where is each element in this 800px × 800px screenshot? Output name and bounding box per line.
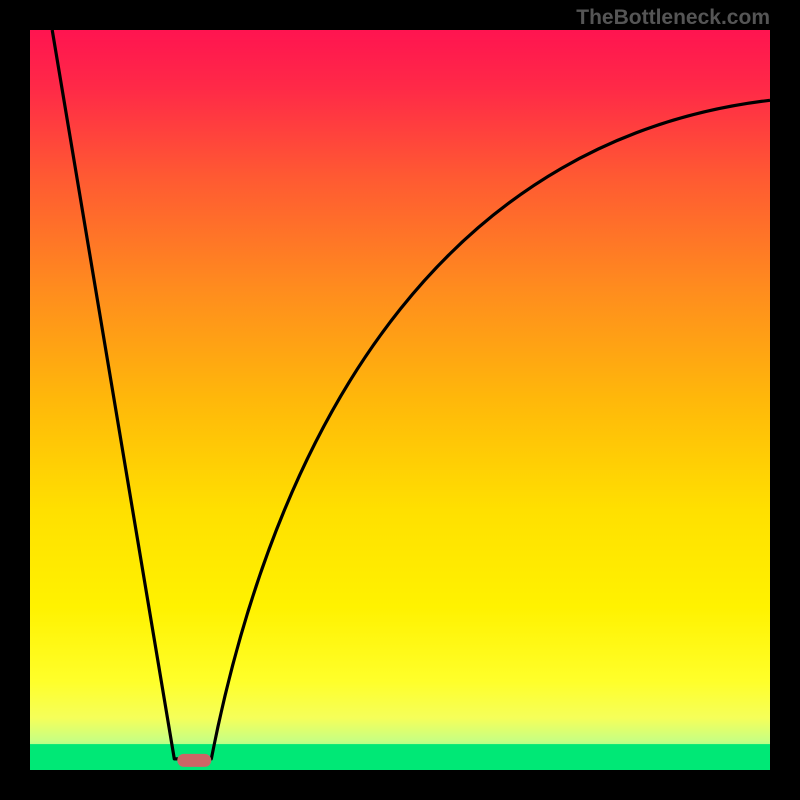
attribution-text: TheBottleneck.com: [576, 6, 770, 30]
plot-area: [30, 30, 770, 770]
chart-svg: [30, 30, 770, 770]
gradient-background: [30, 30, 770, 770]
optimal-marker: [177, 754, 211, 767]
green-band: [30, 744, 770, 770]
chart-container: TheBottleneck.com: [0, 0, 800, 800]
